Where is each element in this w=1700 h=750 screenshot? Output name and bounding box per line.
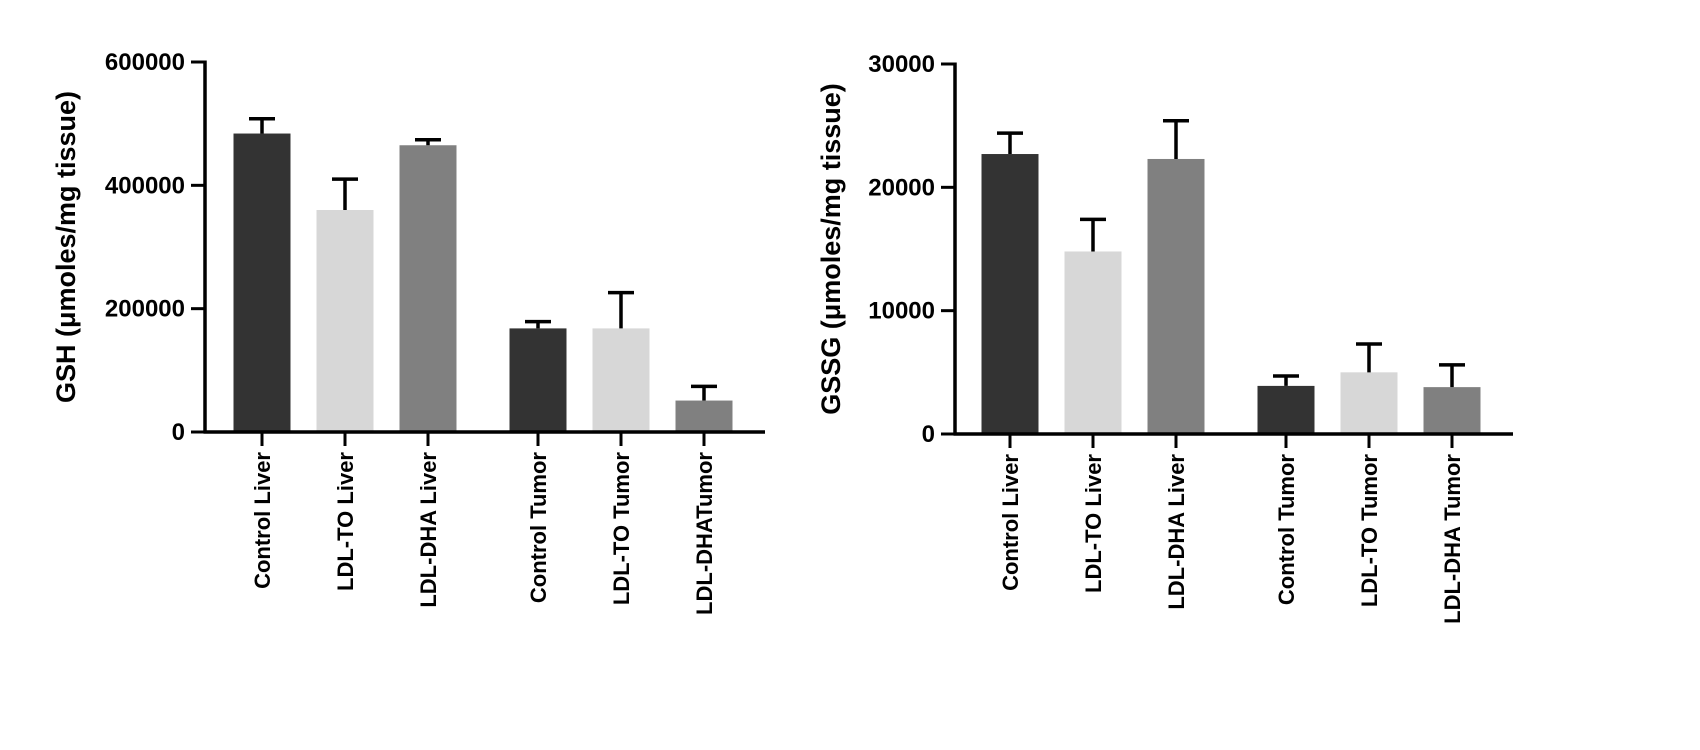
error-bar [249, 116, 275, 134]
y-tick-label: 0 [172, 419, 185, 446]
error-bar [608, 290, 634, 329]
error-bar [1163, 118, 1189, 159]
bar [1147, 158, 1205, 434]
error-bar [1356, 342, 1382, 373]
y-tick-label: 400000 [105, 172, 185, 199]
bar [399, 145, 457, 432]
x-tick-label: LDL-DHA Tumor [1440, 454, 1465, 624]
y-tick-label: 10000 [868, 298, 935, 325]
x-tick-label: Control Tumor [526, 452, 551, 604]
bar [316, 210, 374, 432]
error-bar [525, 319, 551, 329]
bar [1257, 385, 1315, 434]
bar [509, 328, 567, 432]
y-axis-title: GSSG (μmoles/mg tissue) [816, 83, 846, 415]
y-tick-label: 600000 [105, 49, 185, 76]
chart-panel-1: 0 200000 400000 600000 Control Liver LDL-TO L… [51, 49, 765, 615]
bar [1340, 372, 1398, 434]
error-bar [691, 384, 717, 401]
bar [675, 400, 733, 432]
chart-panel-2: 0 10000 20000 30000 Control Liver LDL-TO Live… [816, 51, 1513, 624]
x-tick-label: Control Liver [250, 452, 275, 589]
error-bar [332, 177, 358, 210]
bar [592, 328, 650, 432]
x-tick-label: Control Tumor [1274, 454, 1299, 606]
error-bar [1439, 363, 1465, 388]
error-bar [1273, 374, 1299, 386]
x-tick-label: LDL-DHA Liver [1164, 454, 1189, 610]
bar [233, 133, 291, 433]
x-tick-label: LDL-DHA Liver [416, 452, 441, 608]
error-bar [1080, 217, 1106, 252]
bar [1064, 251, 1122, 434]
bar [1423, 387, 1481, 434]
y-tick-label: 0 [922, 421, 935, 448]
x-tick-label: LDL-TO Tumor [1357, 454, 1382, 608]
y-tick-label: 20000 [868, 174, 935, 201]
x-tick-label: LDL-TO Tumor [609, 452, 634, 606]
x-tick-label: LDL-TO Liver [1081, 454, 1106, 593]
error-bar [997, 131, 1023, 155]
x-tick-label: LDL-TO Liver [333, 452, 358, 591]
bar [981, 154, 1039, 435]
error-bar [415, 137, 441, 146]
y-axis-title: GSH (μmoles/mg tissue) [51, 91, 81, 403]
x-tick-label: Control Liver [998, 454, 1023, 591]
y-tick-label: 30000 [868, 51, 935, 78]
y-tick-label: 200000 [105, 296, 185, 323]
x-tick-label: LDL-DHATumor [692, 452, 717, 615]
